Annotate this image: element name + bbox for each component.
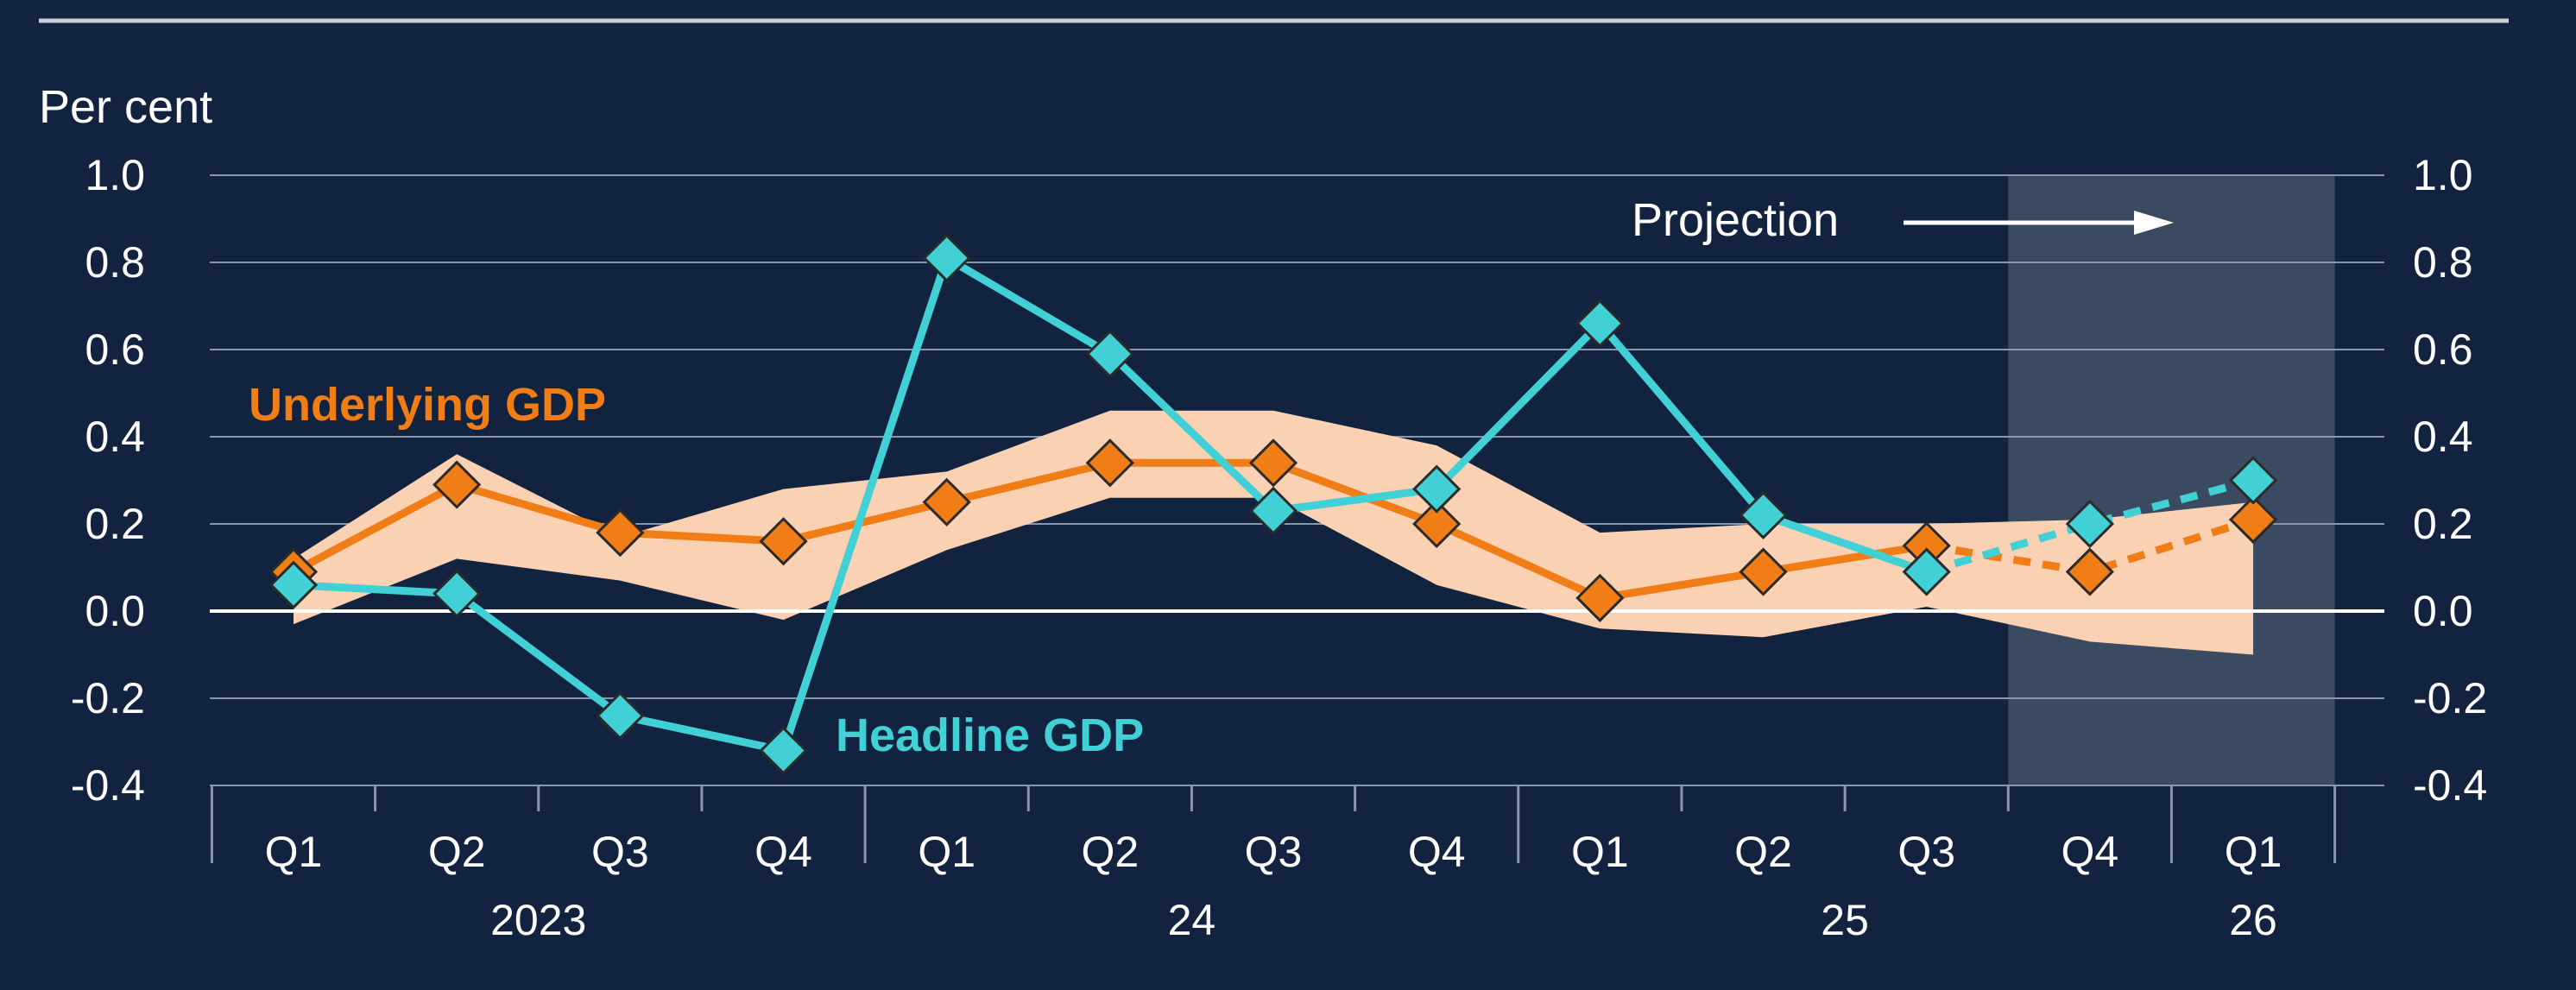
y-axis-left: 1.0 0.8 0.6 0.4 0.2 0.0 -0.2 -0.4 [71,151,145,810]
x-tick-label: Q4 [2061,828,2119,876]
y-tick-label-left: 0.0 [85,587,145,635]
x-tick-label: Q2 [1734,828,1792,876]
projection-label: Projection [1632,194,1839,246]
headline-gdp-point [2065,499,2114,549]
underlying-gdp-point [759,517,808,566]
underlying-gdp-point [1739,547,1788,596]
underlying-gdp-point [596,508,645,558]
y-tick-label-left: 0.2 [85,500,145,548]
y-axis-title: Per cent [39,81,212,133]
y-tick-label-left: 1.0 [85,151,145,199]
headline-gdp-point [759,726,808,775]
underlying-gdp-point [1085,438,1134,488]
x-tick-label: Q4 [754,828,812,876]
y-tick-label-right: 0.4 [2413,413,2473,461]
x-tick-label: Q3 [591,828,649,876]
x-tick-label: Q2 [428,828,486,876]
y-tick-label-left: 0.4 [85,413,145,461]
y-tick-label-right: 0.8 [2413,238,2473,287]
x-year-label: 2023 [490,896,586,944]
headline-gdp-point [432,569,482,618]
headline-gdp-point [2228,456,2278,505]
y-tick-label-left: 0.6 [85,325,145,374]
underlying-gdp-point [2228,495,2278,545]
x-axis: Q1 Q2 Q3 Q4 Q1 Q2 Q3 Q4 Q1 Q2 Q3 Q4 Q1 2023 24 25 26 [210,785,2337,944]
series-markers [268,233,2278,775]
x-year-label: 24 [1168,896,1216,944]
x-tick-label: Q4 [1408,828,1466,876]
y-tick-label-right: -0.4 [2413,761,2487,810]
x-tick-label: Q1 [265,828,323,876]
underlying-gdp-point [2065,547,2114,596]
headline-gdp-label: Headline GDP [836,709,1144,761]
y-tick-label-left: -0.2 [71,674,145,722]
x-tick-label: Q1 [1571,828,1629,876]
x-tick-label: Q3 [1897,828,1955,876]
headline-gdp-point [922,233,971,283]
projection-shade [2008,175,2335,785]
underlying-gdp-point [1575,573,1625,622]
headline-gdp-point [1248,486,1298,535]
underlying-gdp-projection-line [1925,515,2255,577]
underlying-gdp-point [432,460,482,509]
y-tick-label-right: 0.6 [2413,325,2473,374]
projection-arrow-icon [2134,211,2174,235]
headline-gdp-point [1412,464,1462,514]
y-tick-label-left: -0.4 [71,761,145,810]
underlying-gdp-point [1248,438,1298,488]
headline-gdp-point [1575,299,1625,348]
y-tick-label-left: 0.8 [85,238,145,287]
projection-annotation: Projection [1632,194,2174,246]
headline-gdp-point [1739,490,1788,540]
headline-gdp-point [596,691,645,741]
x-year-label: 25 [1821,896,1869,944]
y-tick-label-right: 0.0 [2413,587,2473,635]
underlying-gdp-label: Underlying GDP [249,379,606,431]
x-year-label: 26 [2229,896,2277,944]
x-tick-label: Q1 [918,828,975,876]
x-tick-label: Q3 [1245,828,1303,876]
x-tick-label: Q1 [2225,828,2282,876]
underlying-gdp-point [922,477,971,527]
headline-gdp-point [1902,547,1951,596]
y-axis-right: 1.0 0.8 0.6 0.4 0.2 0.0 -0.2 -0.4 [2413,151,2487,810]
y-tick-label-right: -0.2 [2413,674,2487,722]
underlying-gdp-point [1412,499,1462,549]
x-tick-label: Q2 [1081,828,1139,876]
y-tick-label-right: 0.2 [2413,500,2473,548]
headline-gdp-point [268,560,319,609]
y-tick-label-right: 1.0 [2413,151,2473,199]
headline-gdp-point [1085,329,1134,379]
